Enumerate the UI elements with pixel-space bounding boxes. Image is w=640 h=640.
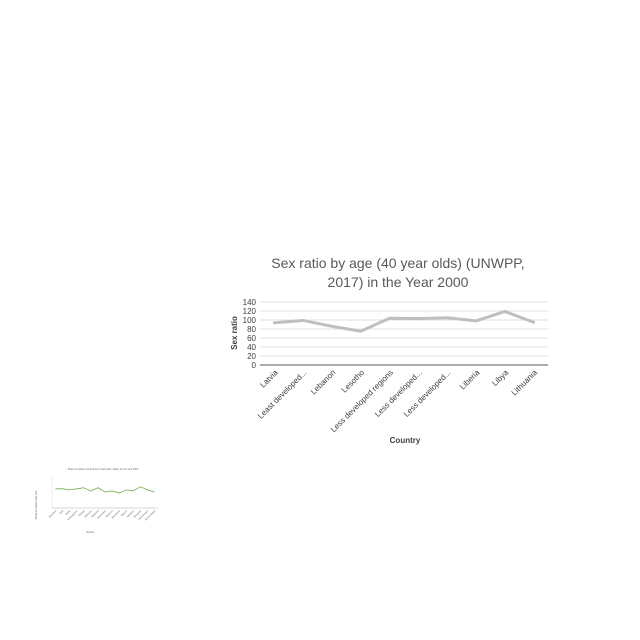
thumbnail-x-tick-label: Madagascar [67,509,79,521]
x-axis-title: Country [390,436,421,445]
thumbnail-series-lines [55,486,155,494]
thumbnail-x-axis-title: Country [86,531,95,534]
chart-title-line-1: Sex ratio by age (40 year olds) (UNWPP, [271,255,524,271]
chart-title-line-2: 2017) in the Year 2000 [328,274,469,290]
y-tick-label: 80 [247,325,256,334]
thumbnail-x-tick-label: Mali [59,509,65,515]
y-tick-label: 140 [243,298,257,307]
y-tick-label: 100 [243,316,257,325]
thumbnail-x-tick-label: Maldives [91,509,100,518]
thumbnail-chart: Share of calories derived from food (FAO… [35,468,158,534]
x-tick-label: Lesotho [340,368,367,395]
main-chart: Sex ratio by age (40 year olds) (UNWPP, … [230,255,548,445]
x-tick-label: Lebanon [309,368,337,396]
x-tick-label: Liberia [458,368,482,392]
y-tick-label: 60 [247,334,256,343]
thumbnail-x-tick-label: Martinique [97,509,107,519]
thumbnail-x-tick-label: Montenegro [138,509,150,521]
x-tick-label: Libya [490,368,510,388]
y-tick-label: 0 [252,361,257,370]
thumbnail-x-tick-label: Moldova [126,509,135,518]
series-line [272,309,536,333]
thumbnail-x-tick-label: Malta [65,509,72,516]
x-tick-label: Lithuania [510,368,540,398]
thumbnail-x-tick-label: Morocco [105,509,114,518]
thumbnail-series-line [55,486,155,494]
thumbnail-x-tick-label: Mauritius [48,509,58,519]
x-tick-label: Least developed... [256,368,309,421]
y-tick-label: 20 [247,352,256,361]
thumbnail-x-tick-label: Mexico [120,509,128,517]
y-tick-label: 120 [243,307,257,316]
series-lines [272,309,536,333]
y-tick-label: 40 [247,343,256,352]
thumbnail-x-tick-label: Malawi [78,509,86,517]
thumbnail-x-tick-label: Malaysia [84,509,93,518]
x-tick-label: Latvia [258,368,280,390]
thumbnail-x-tick-label: Mauritania [111,509,121,519]
thumbnail-x-tick-label: Mongolia [133,509,142,518]
thumbnail-y-axis-title: Share of calories from food [35,490,38,519]
thumbnail-title: Share of calories derived from food (FAO… [68,468,139,471]
y-axis-title: Sex ratio [230,316,239,350]
